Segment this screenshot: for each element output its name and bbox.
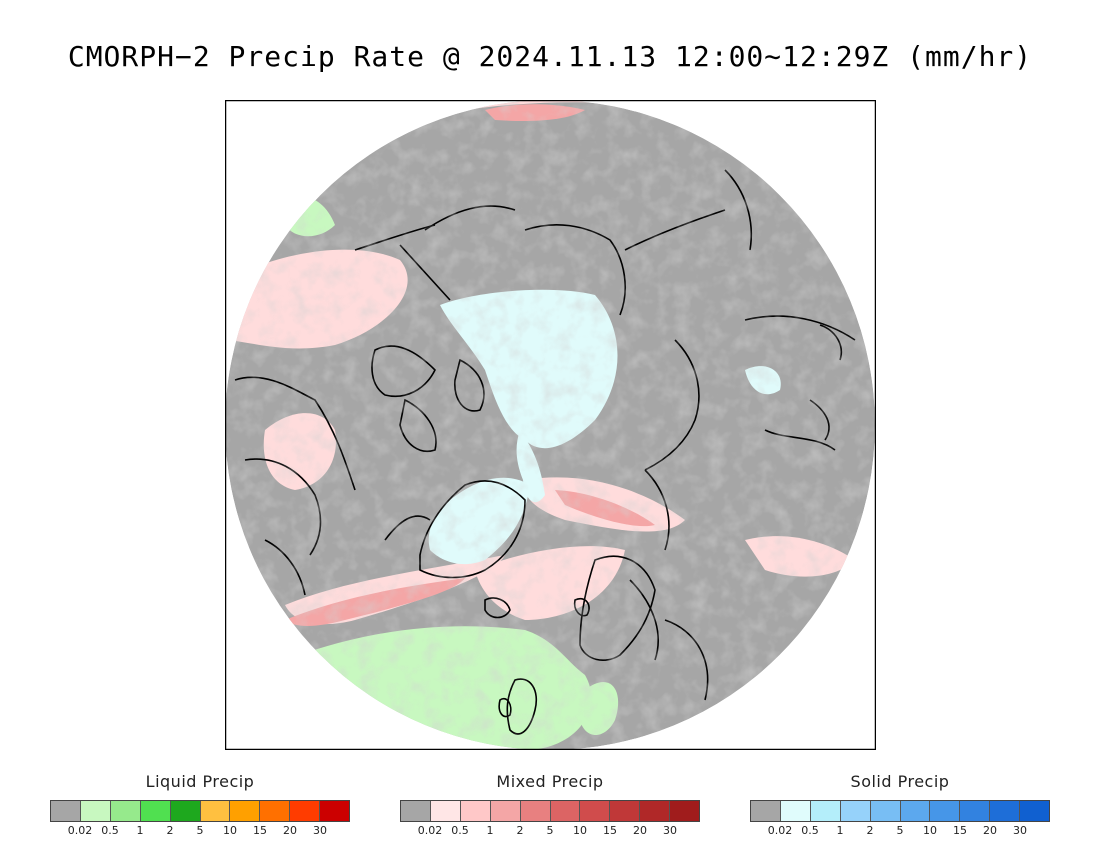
legend-ticks: 0.02 0.5 1 2 5 10 15 20 30 (400, 824, 700, 838)
legend-tick-label: 2 (516, 824, 524, 837)
legend-tick-label: 0.5 (451, 824, 469, 837)
legend-swatch (1020, 801, 1050, 821)
legend-swatch (520, 801, 551, 821)
legend-swatch (140, 801, 171, 821)
map-svg (225, 100, 876, 750)
map-border (225, 100, 876, 750)
legend-tick-label: 5 (546, 824, 554, 837)
legend-swatch (290, 801, 321, 821)
legend-swatch (780, 801, 811, 821)
legend-mixed-precip: Mixed Precip 0.02 0.5 1 2 5 10 15 20 30 (400, 772, 700, 838)
legend-swatch (640, 801, 671, 821)
legend-tick-label: 10 (573, 824, 587, 837)
legend-swatch (990, 801, 1021, 821)
legend-swatch (840, 801, 871, 821)
legend-liquid-precip: Liquid Precip 0.02 0.5 1 2 5 10 15 20 30 (50, 772, 350, 838)
legend-title: Liquid Precip (145, 772, 255, 791)
legend-swatch (960, 801, 991, 821)
legend-swatch (610, 801, 641, 821)
legend-tick-label: 5 (896, 824, 904, 837)
legend-ticks: 0.02 0.5 1 2 5 10 15 20 30 (50, 824, 350, 838)
legend-tick-label: 0.5 (101, 824, 119, 837)
legend-swatch (320, 801, 350, 821)
legend-tick-label: 30 (663, 824, 677, 837)
legend-swatch (401, 801, 431, 821)
legend-swatch (51, 801, 81, 821)
legend-tick-label: 0.02 (767, 824, 793, 837)
legend-title: Solid Precip (850, 772, 950, 791)
legend-title: Mixed Precip (496, 772, 604, 791)
legend-tick-label: 2 (166, 824, 174, 837)
legend-swatch (260, 801, 291, 821)
texture-overlay (225, 100, 875, 750)
legend-swatch (550, 801, 581, 821)
legend-color-bar (50, 800, 350, 822)
legend-swatch (900, 801, 931, 821)
legend-tick-label: 15 (603, 824, 617, 837)
legend-swatch (870, 801, 901, 821)
legend-tick-label: 10 (923, 824, 937, 837)
legend-tick-label: 1 (836, 824, 844, 837)
legend-swatch (110, 801, 141, 821)
chart-title: CMORPH−2 Precip Rate @ 2024.11.13 12:00∼… (67, 40, 1033, 73)
legend-tick-label: 5 (196, 824, 204, 837)
legend-swatch (230, 801, 261, 821)
legend-swatch (751, 801, 781, 821)
legend-swatch (580, 801, 611, 821)
legend-tick-label: 0.5 (801, 824, 819, 837)
legend-tick-label: 1 (486, 824, 494, 837)
legend-tick-label: 20 (633, 824, 647, 837)
legend-tick-label: 20 (983, 824, 997, 837)
legend-color-bar (750, 800, 1050, 822)
legend-tick-label: 10 (223, 824, 237, 837)
legend-swatch (200, 801, 231, 821)
legend-tick-label: 0.02 (417, 824, 443, 837)
legend-tick-label: 20 (283, 824, 297, 837)
legend-swatch (430, 801, 461, 821)
legend-swatch (170, 801, 201, 821)
legend-tick-label: 15 (253, 824, 267, 837)
legend-ticks: 0.02 0.5 1 2 5 10 15 20 30 (750, 824, 1050, 838)
legend-tick-label: 2 (866, 824, 874, 837)
legend-swatch (810, 801, 841, 821)
legend-tick-label: 30 (313, 824, 327, 837)
legend-swatch (490, 801, 521, 821)
polar-precip-map (225, 100, 876, 750)
legend-tick-label: 1 (136, 824, 144, 837)
legend-tick-label: 0.02 (67, 824, 93, 837)
legend-swatch (670, 801, 700, 821)
legend-solid-precip: Solid Precip 0.02 0.5 1 2 5 10 15 20 30 (750, 772, 1050, 838)
legend-tick-label: 30 (1013, 824, 1027, 837)
legend-swatch (460, 801, 491, 821)
legend-swatch (80, 801, 111, 821)
legend-swatch (930, 801, 961, 821)
legend-tick-label: 15 (953, 824, 967, 837)
legend-color-bar (400, 800, 700, 822)
